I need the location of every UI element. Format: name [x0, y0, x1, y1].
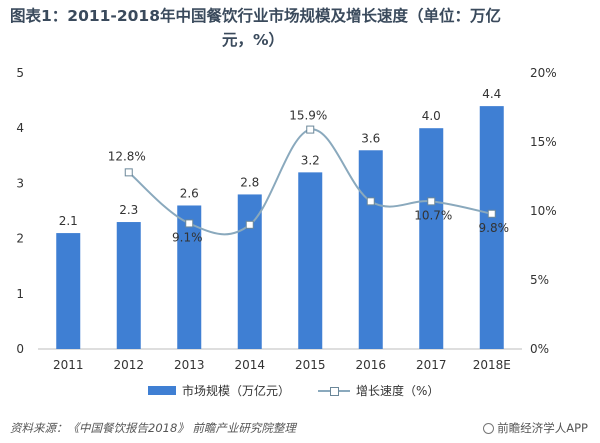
- bar: [358, 150, 383, 349]
- growth-rate-marker: [366, 197, 375, 206]
- y-left-tick-label: 3: [16, 176, 24, 190]
- growth-rate-label: 9.8%: [479, 221, 510, 235]
- y-left-tick-label: 5: [16, 66, 24, 80]
- legend-line-label: 增长速度（%）: [356, 384, 440, 398]
- bar-value-label: 4.4: [482, 87, 501, 101]
- legend-bar-swatch: [148, 386, 176, 395]
- x-tick-label: 2015: [295, 358, 326, 372]
- y-right-tick-label: 0%: [530, 342, 549, 356]
- bar-value-label: 2.6: [180, 186, 199, 200]
- legend-item-bar: 市场规模（万亿元）: [148, 382, 290, 399]
- bar-value-label: 4.0: [422, 109, 441, 123]
- y-right-tick-label: 5%: [530, 273, 549, 287]
- bar-value-label: 3.2: [301, 153, 320, 167]
- growth-rate-label: 9.1%: [172, 230, 203, 244]
- y-right-tick-label: 15%: [530, 135, 557, 149]
- legend-line-swatch: [318, 385, 350, 397]
- source-note: 资料来源：《中国餐饮报告2018》 前瞻产业研究院整理: [10, 421, 296, 435]
- growth-rate-marker: [245, 220, 254, 229]
- growth-rate-marker: [306, 125, 315, 134]
- x-tick-label: 2013: [174, 358, 205, 372]
- growth-rate-marker: [487, 209, 496, 218]
- growth-rate-marker: [124, 168, 133, 177]
- brand-credit: 前瞻经济学人APP: [483, 420, 588, 436]
- chart-title-line2: 元，%）: [222, 31, 285, 49]
- growth-rate-label: 15.9%: [289, 109, 327, 123]
- bar: [419, 128, 444, 349]
- bar: [479, 106, 504, 350]
- bar: [56, 233, 81, 349]
- y-right-tick-label: 10%: [530, 204, 557, 218]
- growth-rate-label: 12.8%: [108, 149, 146, 163]
- brand-label: 前瞻经济学人APP: [497, 421, 588, 435]
- growth-rate-marker: [427, 197, 436, 206]
- y-left-tick-label: 4: [16, 121, 24, 135]
- growth-rate-label: 10.7%: [414, 208, 452, 222]
- bar: [298, 172, 323, 349]
- chart-title: 图表1：2011-2018年中国餐饮行业市场规模及增长速度（单位：万亿 元，%）: [10, 4, 590, 52]
- y-left-tick-label: 0: [16, 342, 24, 356]
- bar: [237, 194, 262, 349]
- growth-rate-marker: [185, 219, 194, 228]
- brand-logo-icon: [483, 423, 495, 434]
- bar-value-label: 2.8: [240, 175, 259, 189]
- x-tick-label: 2016: [355, 358, 386, 372]
- y-right-tick-label: 20%: [530, 66, 557, 80]
- y-left-tick-label: 1: [16, 287, 24, 301]
- bar-value-label: 2.1: [59, 214, 78, 228]
- bar: [116, 222, 141, 349]
- bar: [177, 205, 202, 349]
- x-tick-label: 2011: [53, 358, 84, 372]
- y-left-tick-label: 2: [16, 232, 24, 246]
- x-tick-label: 2018E: [473, 358, 511, 372]
- bar-value-label: 2.3: [119, 203, 138, 217]
- legend-bar-label: 市场规模（万亿元）: [182, 384, 291, 398]
- x-tick-label: 2012: [113, 358, 144, 372]
- x-tick-label: 2014: [234, 358, 265, 372]
- x-tick-label: 2017: [416, 358, 447, 372]
- bar-value-label: 3.6: [361, 131, 380, 145]
- legend-item-line: 增长速度（%）: [318, 382, 439, 399]
- chart-title-line1: 图表1：2011-2018年中国餐饮行业市场规模及增长速度（单位：万亿: [10, 7, 501, 25]
